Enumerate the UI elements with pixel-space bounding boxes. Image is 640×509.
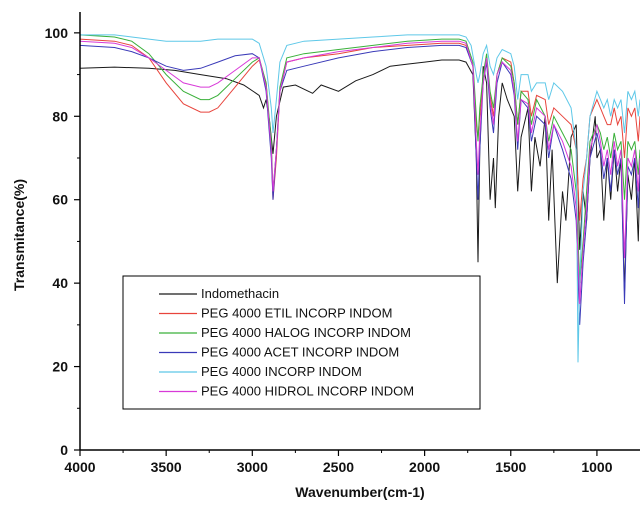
legend: Indomethacin PEG 4000 ETIL INCORP INDOM PE… [122, 275, 481, 410]
series-line-5 [79, 40, 640, 305]
x-axis-label: Wavenumber(cm-1) [295, 484, 424, 500]
series-line-3 [79, 44, 640, 325]
legend-entry: PEG 4000 ETIL INCORP INDOM [201, 306, 392, 321]
series-layer [79, 34, 640, 363]
legend-entry: PEG 4000 INCORP INDOM [201, 364, 362, 379]
series-line-0 [79, 59, 640, 292]
series-line-4 [80, 34, 640, 363]
y-tick-label: 100 [45, 25, 69, 41]
x-tick-label: 2500 [323, 459, 354, 475]
legend-entry: PEG 4000 HIDROL INCORP INDOM [201, 384, 414, 399]
x-tick-label: 2000 [409, 459, 440, 475]
legend-entry: Indomethacin [201, 286, 279, 301]
axes-layer: 4000 3500 3000 2500 2000 1500 1000 0 20 40 60 80 100 [45, 12, 640, 475]
x-tick-label: 1500 [495, 459, 526, 475]
series-line-2 [79, 34, 640, 284]
legend-entry: PEG 4000 ACET INCORP INDOM [201, 345, 399, 360]
x-tick-label: 3000 [237, 459, 268, 475]
y-tick-label: 80 [52, 108, 68, 124]
x-tick-label: 1000 [581, 459, 612, 475]
x-tick-label: 4000 [64, 459, 95, 475]
x-tick-label: 3500 [151, 459, 182, 475]
legend-entry: PEG 4000 HALOG INCORP INDOM [201, 325, 411, 340]
y-tick-label: 20 [52, 359, 68, 375]
y-tick-label: 40 [52, 275, 68, 291]
y-tick-label: 0 [60, 442, 68, 458]
y-axis-label: Transmitance(%) [11, 179, 27, 291]
legend-box [122, 275, 481, 410]
y-tick-label: 60 [52, 192, 68, 208]
